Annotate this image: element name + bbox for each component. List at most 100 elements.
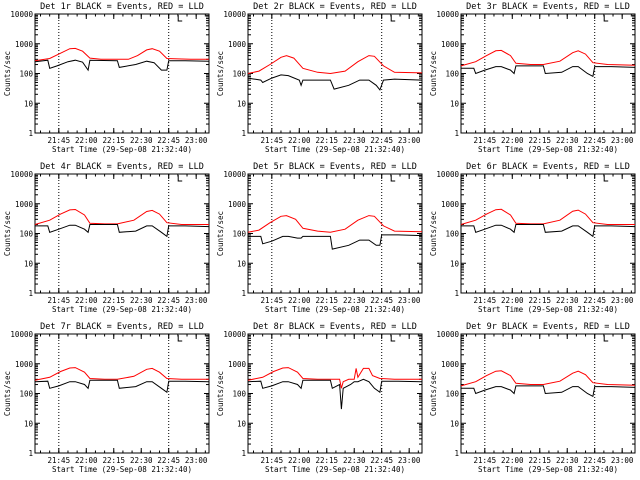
x-axis-label: Start Time (29-Sep-08 21:32:40) bbox=[52, 465, 192, 474]
x-tick-label: 22:30 bbox=[556, 296, 579, 305]
chart-title: Det 5r BLACK = Events, RED = LLD bbox=[253, 162, 417, 172]
chart-panel-9: Det 9r BLACK = Events, RED = LLD 1 10 100 10… bbox=[429, 322, 636, 474]
y-tick-label: 10000 bbox=[436, 10, 459, 19]
y-tick-label: 1000 bbox=[15, 200, 34, 209]
x-tick-label: 21:45 bbox=[474, 456, 497, 465]
events-series-line bbox=[461, 224, 636, 238]
y-axis-label: Counts/sec bbox=[3, 51, 12, 96]
y-tick-label: 10 bbox=[24, 419, 34, 428]
x-tick-label: 22:15 bbox=[315, 456, 338, 465]
x-tick-label: 22:15 bbox=[315, 136, 338, 145]
y-tick-label: 10000 bbox=[223, 170, 246, 179]
x-tick-label: 22:30 bbox=[343, 136, 366, 145]
y-tick-label: 100 bbox=[19, 390, 33, 399]
y-tick-label: 10000 bbox=[436, 170, 459, 179]
y-tick-label: 1000 bbox=[228, 360, 247, 369]
y-tick-label: 10000 bbox=[223, 10, 246, 19]
y-tick-label: 1 bbox=[454, 289, 459, 298]
x-axis-label: Start Time (29-Sep-08 21:32:40) bbox=[265, 145, 405, 154]
x-tick-label: 22:00 bbox=[288, 456, 311, 465]
lld-series-line bbox=[34, 208, 209, 225]
chart-panel-1: Det 1r BLACK = Events, RED = LLD 1 10 100 10… bbox=[3, 2, 210, 154]
x-tick-label: 22:45 bbox=[157, 136, 180, 145]
corner-marker-glyph bbox=[177, 15, 183, 22]
x-tick-label: 21:45 bbox=[474, 136, 497, 145]
y-axis-label: Counts/sec bbox=[216, 211, 225, 256]
chart-panel-7: Det 7r BLACK = Events, RED = LLD 1 10 100 10… bbox=[3, 322, 210, 474]
x-tick-label: 22:45 bbox=[583, 456, 606, 465]
y-tick-label: 10000 bbox=[223, 330, 246, 339]
x-tick-label: 22:30 bbox=[343, 296, 366, 305]
y-tick-label: 1 bbox=[454, 129, 459, 138]
x-tick-label: 22:15 bbox=[102, 296, 125, 305]
lld-series-line bbox=[460, 49, 636, 67]
corner-marker-glyph bbox=[603, 15, 609, 22]
x-tick-label: 22:00 bbox=[501, 136, 524, 145]
events-series-line bbox=[247, 74, 423, 91]
x-tick-label: 21:45 bbox=[261, 456, 284, 465]
x-tick-label: 23:00 bbox=[611, 456, 634, 465]
events-series-line bbox=[35, 224, 210, 238]
y-tick-label: 10000 bbox=[10, 10, 33, 19]
y-tick-label: 100 bbox=[19, 70, 33, 79]
x-tick-label: 22:15 bbox=[102, 456, 125, 465]
y-tick-label: 10000 bbox=[10, 330, 33, 339]
x-tick-label: 21:45 bbox=[48, 136, 71, 145]
x-tick-label: 23:00 bbox=[398, 136, 421, 145]
lld-series-line bbox=[460, 370, 636, 387]
x-axis-label: Start Time (29-Sep-08 21:32:40) bbox=[52, 305, 192, 314]
y-tick-label: 100 bbox=[232, 230, 246, 239]
x-tick-label: 22:15 bbox=[528, 296, 551, 305]
y-tick-label: 1 bbox=[241, 289, 246, 298]
y-tick-label: 1000 bbox=[15, 40, 34, 49]
chart-panel-5: Det 5r BLACK = Events, RED = LLD 1 10 100 10… bbox=[216, 162, 423, 314]
x-tick-label: 21:45 bbox=[474, 296, 497, 305]
chart-panel-4: Det 4r BLACK = Events, RED = LLD 1 10 100 10… bbox=[3, 162, 210, 314]
y-tick-label: 1 bbox=[28, 449, 33, 458]
events-series-line bbox=[248, 234, 423, 250]
corner-marker-glyph bbox=[603, 175, 609, 182]
chart-title: Det 3r BLACK = Events, RED = LLD bbox=[466, 2, 630, 12]
x-tick-label: 22:45 bbox=[370, 136, 393, 145]
lld-series-line bbox=[247, 55, 423, 75]
y-axis-label: Counts/sec bbox=[429, 51, 438, 96]
y-tick-label: 10 bbox=[450, 259, 460, 268]
x-tick-label: 22:00 bbox=[501, 456, 524, 465]
x-tick-label: 22:00 bbox=[75, 456, 98, 465]
x-tick-label: 22:15 bbox=[102, 136, 125, 145]
x-tick-label: 22:30 bbox=[130, 296, 153, 305]
lld-series-line bbox=[247, 215, 423, 233]
lld-series-line bbox=[34, 367, 209, 381]
chart-title: Det 7r BLACK = Events, RED = LLD bbox=[40, 322, 204, 332]
y-tick-label: 10 bbox=[237, 99, 247, 108]
y-tick-label: 1 bbox=[28, 289, 33, 298]
chart-title: Det 4r BLACK = Events, RED = LLD bbox=[40, 162, 204, 172]
x-tick-label: 22:15 bbox=[528, 456, 551, 465]
x-tick-label: 23:00 bbox=[611, 136, 634, 145]
corner-marker-glyph bbox=[390, 15, 396, 22]
x-tick-label: 23:00 bbox=[185, 136, 208, 145]
y-tick-label: 1 bbox=[241, 129, 246, 138]
chart-title: Det 9r BLACK = Events, RED = LLD bbox=[466, 322, 630, 332]
corner-marker-glyph bbox=[177, 175, 183, 182]
x-tick-label: 22:30 bbox=[130, 136, 153, 145]
x-tick-label: 23:00 bbox=[398, 456, 421, 465]
chart-panel-2: Det 2r BLACK = Events, RED = LLD 1 10 100 10… bbox=[216, 2, 423, 154]
events-series-line bbox=[461, 65, 636, 78]
x-axis-label: Start Time (29-Sep-08 21:32:40) bbox=[478, 145, 618, 154]
y-tick-label: 1 bbox=[28, 129, 33, 138]
y-axis-label: Counts/sec bbox=[429, 371, 438, 416]
x-tick-label: 22:00 bbox=[288, 296, 311, 305]
chart-panel-6: Det 6r BLACK = Events, RED = LLD 1 10 100 10… bbox=[429, 162, 636, 314]
x-tick-label: 21:45 bbox=[261, 136, 284, 145]
corner-marker-glyph bbox=[390, 335, 396, 342]
chart-title: Det 6r BLACK = Events, RED = LLD bbox=[466, 162, 630, 172]
y-tick-label: 10000 bbox=[436, 330, 459, 339]
y-tick-label: 100 bbox=[232, 70, 246, 79]
x-tick-label: 22:30 bbox=[556, 136, 579, 145]
x-tick-label: 23:00 bbox=[185, 456, 208, 465]
x-axis-label: Start Time (29-Sep-08 21:32:40) bbox=[52, 145, 192, 154]
y-tick-label: 10 bbox=[450, 419, 460, 428]
